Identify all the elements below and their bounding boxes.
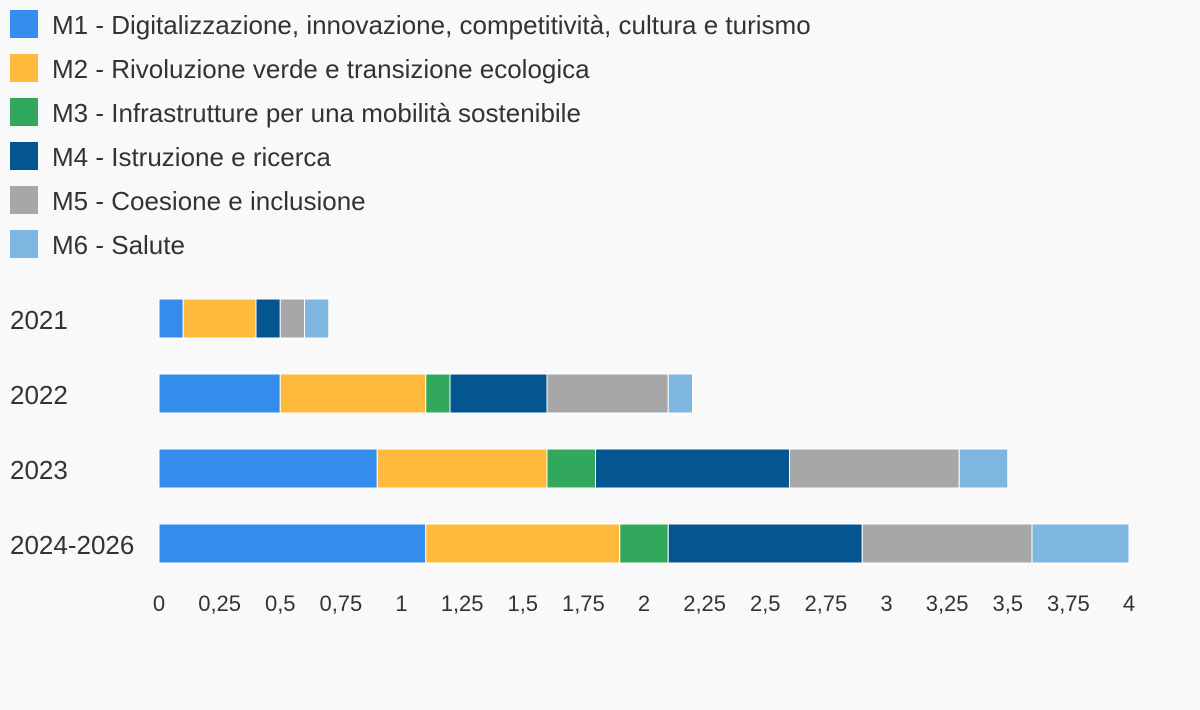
bar-2022-m3 — [425, 373, 451, 414]
x-tick-label: 3,75 — [1047, 591, 1090, 616]
x-tick-label: 2,5 — [750, 591, 781, 616]
legend-label-3: M3 - Infrastrutture per una mobilità sos… — [52, 98, 581, 128]
chart-legend: M1 - Digitalizzazione, innovazione, comp… — [10, 10, 811, 260]
legend-label-4: M4 - Istruzione e ricerca — [52, 142, 331, 172]
x-tick-label: 0,75 — [319, 591, 362, 616]
bar-2023-m2 — [376, 448, 548, 489]
bar-2022-m1 — [158, 373, 281, 414]
bar-2021-m2 — [182, 298, 257, 339]
bar-2024-2026-m3 — [619, 523, 669, 564]
x-tick-label: 3,5 — [992, 591, 1023, 616]
bar-2024-2026-m2 — [425, 523, 621, 564]
bar-2022-m5 — [546, 373, 669, 414]
bar-2021-m4 — [255, 298, 281, 339]
bar-2024-2026-m5 — [861, 523, 1033, 564]
bar-2021-m1 — [158, 298, 184, 339]
bar-2022-m6 — [667, 373, 693, 414]
bar-2024-2026-m6 — [1031, 523, 1130, 564]
category-labels: 2021 2022 2023 2024-2026 — [10, 305, 134, 560]
x-tick-label: 2,75 — [804, 591, 847, 616]
bar-2023-m1 — [158, 448, 378, 489]
legend-swatch-1 — [10, 10, 38, 38]
legend-label-5: M5 - Coesione e inclusione — [52, 186, 366, 216]
bar-2023-m3 — [546, 448, 596, 489]
x-tick-label: 0,5 — [265, 591, 296, 616]
legend-swatch-6 — [10, 230, 38, 258]
x-axis-ticks: 0 0,25 0,5 0,75 1 1,25 1,5 1,75 2 2,25 2,5 2,75 3 3,2… — [153, 591, 1135, 616]
x-tick-label: 3,25 — [926, 591, 969, 616]
category-label-2023: 2023 — [10, 455, 68, 485]
x-tick-label: 2 — [638, 591, 650, 616]
x-tick-label: 4 — [1123, 591, 1135, 616]
x-tick-label: 0 — [153, 591, 165, 616]
legend-label-6: M6 - Salute — [52, 230, 185, 260]
bar-2022-m4 — [449, 373, 548, 414]
x-tick-label: 1 — [395, 591, 407, 616]
bar-2024-2026-m4 — [667, 523, 863, 564]
bar-2024-2026-m1 — [158, 523, 427, 564]
bar-2021-m5 — [279, 298, 305, 339]
category-label-2022: 2022 — [10, 380, 68, 410]
legend-label-1: M1 - Digitalizzazione, innovazione, comp… — [52, 10, 811, 40]
legend-swatch-4 — [10, 142, 38, 170]
x-tick-label: 3 — [880, 591, 892, 616]
category-label-2024-2026: 2024-2026 — [10, 530, 134, 560]
legend-swatch-2 — [10, 54, 38, 82]
bars — [158, 298, 1130, 564]
x-tick-label: 1,5 — [507, 591, 538, 616]
x-tick-label: 1,25 — [441, 591, 484, 616]
bar-2023-m6 — [958, 448, 1009, 489]
x-tick-label: 0,25 — [198, 591, 241, 616]
bar-2023-m5 — [789, 448, 960, 489]
bar-2022-m2 — [279, 373, 427, 414]
legend-swatch-3 — [10, 98, 38, 126]
x-tick-label: 1,75 — [562, 591, 605, 616]
x-tick-label: 2,25 — [683, 591, 726, 616]
legend-swatch-5 — [10, 186, 38, 214]
bar-2023-m4 — [595, 448, 790, 489]
bar-2021-m6 — [304, 298, 330, 339]
category-label-2021: 2021 — [10, 305, 68, 335]
legend-label-2: M2 - Rivoluzione verde e transizione eco… — [52, 54, 590, 84]
